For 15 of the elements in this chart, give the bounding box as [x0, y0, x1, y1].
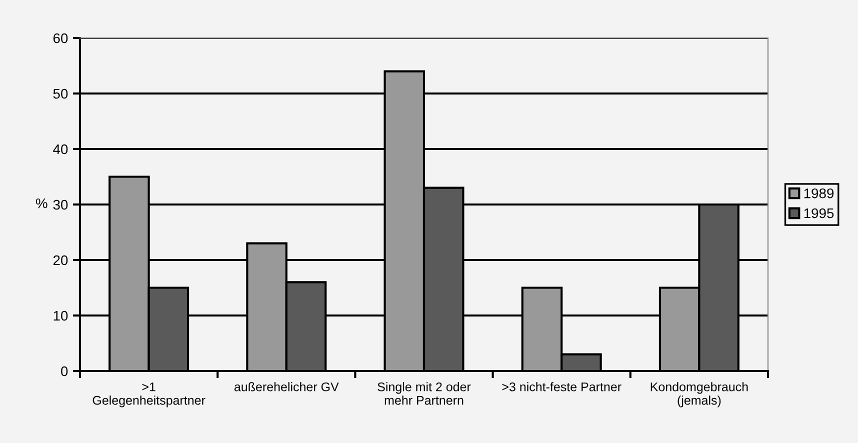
y-tick-label: 60	[53, 33, 68, 44]
y-tick-label: 20	[53, 255, 68, 266]
x-tick-label: Single mit 2 oder mehr Partnern	[378, 382, 471, 405]
y-tick-label: 30	[53, 200, 68, 210]
y-axis-title: %	[36, 198, 48, 208]
legend-label: 1995	[804, 208, 834, 218]
y-tick-label: 10	[54, 310, 68, 321]
x-tick-label: >3 nicht-feste Partner	[502, 382, 622, 392]
y-tick-label: 50	[53, 88, 68, 99]
x-tick-label: Kondomgebrauch (jemals)	[650, 382, 748, 408]
legend-label: 1989	[804, 188, 834, 198]
x-tick-label: außerehelicher GV	[234, 382, 339, 392]
y-tick-label: 0	[61, 366, 68, 376]
y-tick-label: 40	[53, 144, 68, 154]
x-tick-label: >1 Gelegenheitspartner	[92, 382, 206, 408]
